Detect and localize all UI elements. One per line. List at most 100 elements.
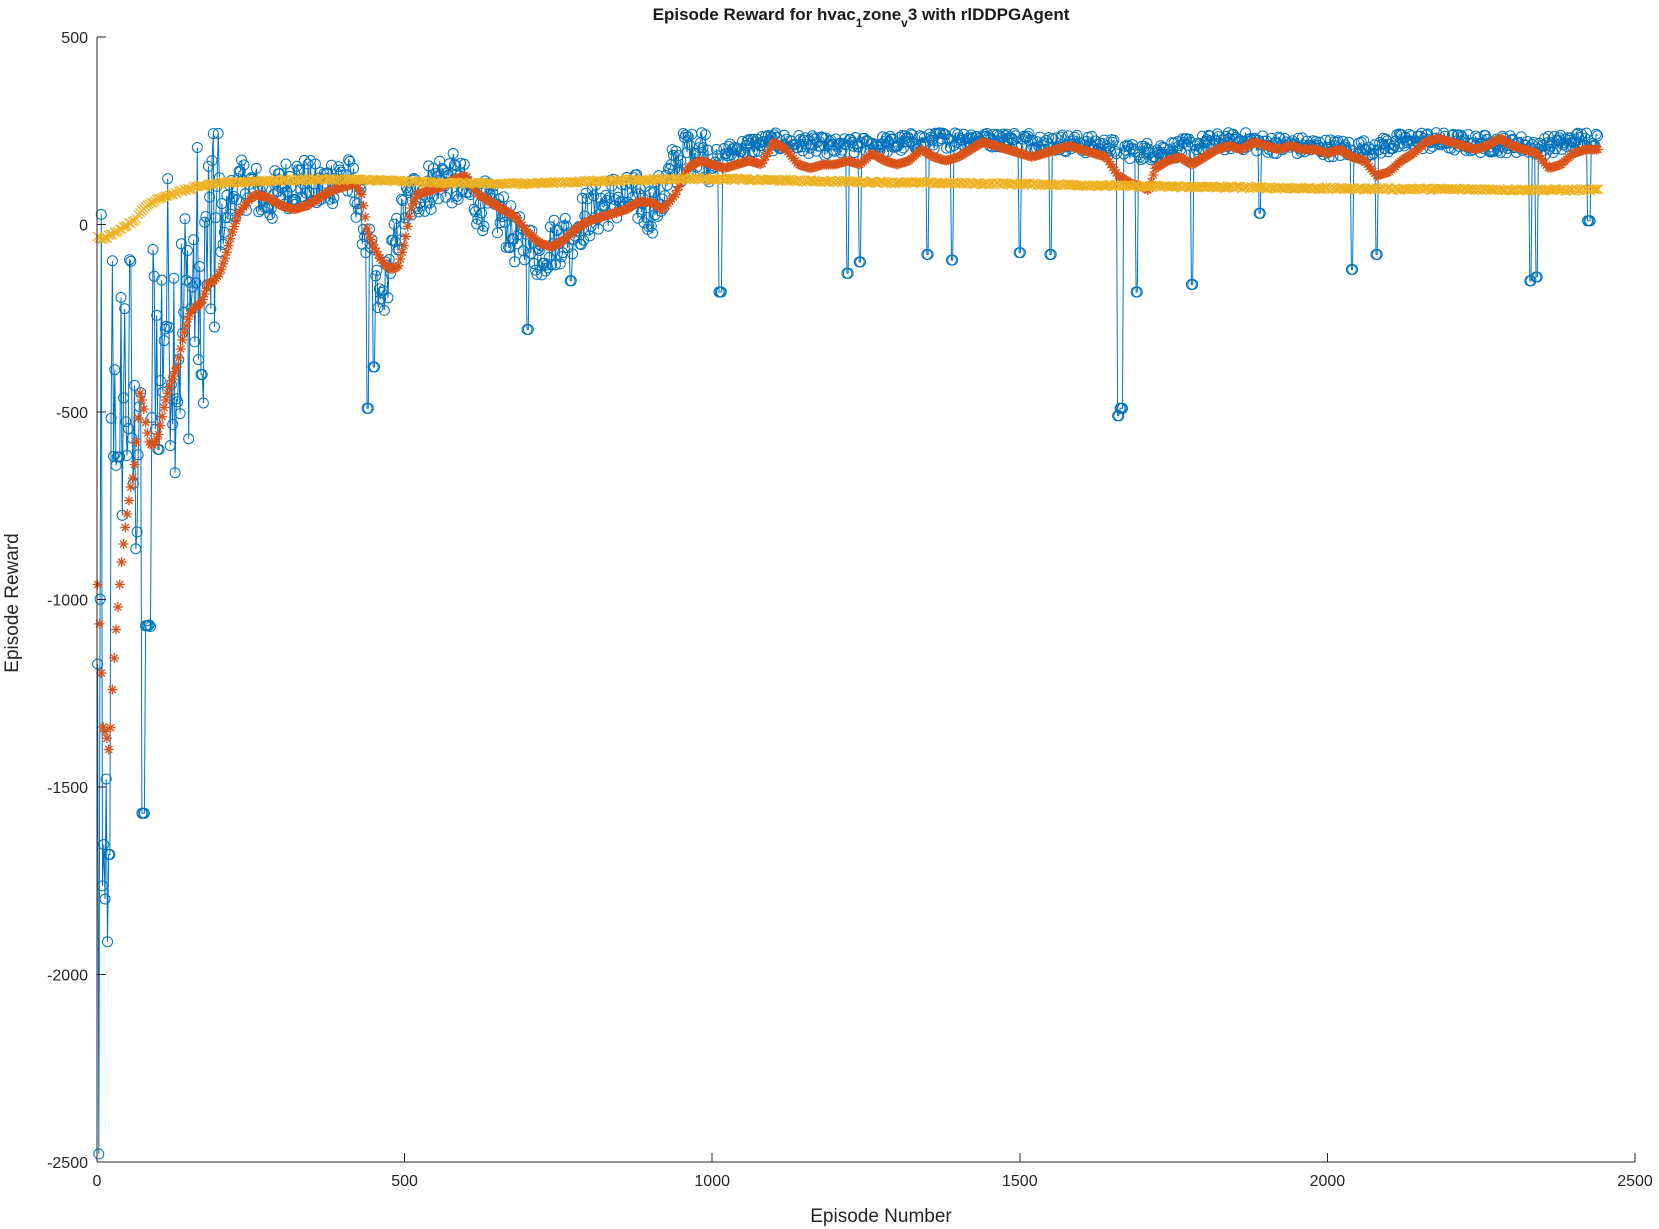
average-reward-point: [131, 437, 142, 447]
episode-reward-point: [675, 155, 687, 167]
episode-reward-point: [839, 133, 850, 145]
average-reward-stroke: [128, 474, 137, 482]
episode-reward-point: [476, 207, 487, 219]
episode-reward-point: [188, 234, 200, 246]
episode-reward-point: [375, 293, 387, 305]
episode-reward-point: [378, 304, 390, 316]
episode-reward-point: [238, 159, 250, 171]
episode-reward-point: [471, 218, 483, 230]
episode-reward-point: [274, 168, 286, 179]
average-reward-point: [116, 557, 127, 567]
average-reward-stroke: [366, 235, 375, 244]
average-reward-stroke: [132, 438, 141, 446]
average-reward-point: [118, 539, 129, 549]
average-reward-point: [358, 200, 369, 211]
episode-reward-point: [680, 129, 692, 141]
episode-reward-point: [858, 132, 870, 144]
chart-title-part: 3 with rlDDPGAgent: [908, 5, 1070, 24]
chart-title-part: v: [901, 16, 908, 30]
episode-reward-point: [1008, 128, 1020, 139]
episode-reward-point: [382, 292, 394, 304]
average-reward-stroke: [126, 483, 135, 491]
episode-reward-point: [540, 265, 551, 277]
average-reward-point: [129, 459, 140, 470]
episode-reward-point: [1056, 129, 1068, 141]
average-reward-point: [122, 509, 133, 519]
episode-reward-point: [542, 262, 554, 274]
episode-reward-point: [565, 275, 577, 287]
average-reward-stroke: [119, 540, 128, 548]
episode-reward-point: [458, 158, 470, 170]
episode-reward-point: [905, 128, 917, 140]
episode-reward-point: [104, 849, 116, 860]
episode-reward-point: [610, 194, 622, 206]
average-reward-point: [223, 240, 234, 251]
episode-reward-point: [391, 212, 403, 224]
episode-reward-point: [602, 220, 614, 232]
episode-reward-point: [236, 154, 248, 166]
episode-reward-point: [1046, 133, 1058, 145]
episode-reward-point: [957, 134, 969, 146]
episode-reward-point: [344, 155, 356, 167]
episode-reward-point: [546, 259, 558, 271]
episode-reward-point: [499, 216, 511, 228]
episode-reward-point: [122, 423, 134, 434]
episode-reward-point: [517, 245, 529, 257]
episode-reward-point: [145, 621, 156, 632]
average-reward-stroke: [106, 723, 115, 732]
average-reward-point: [157, 411, 168, 422]
average-reward-stroke: [117, 558, 126, 566]
episode-reward-point: [1592, 130, 1603, 142]
episode-reward-point: [1023, 128, 1035, 140]
episode-reward-point: [174, 408, 186, 420]
average-reward-stroke: [97, 669, 106, 677]
episode-reward-point: [372, 302, 384, 314]
chart-title-part: zone: [862, 5, 901, 24]
episode-reward-point: [492, 227, 503, 239]
average-reward-point: [397, 247, 408, 258]
chart-title-part: Episode Reward for hvac: [653, 5, 856, 24]
episode-reward-point: [727, 143, 738, 155]
average-reward-point: [112, 602, 123, 612]
episode-reward-point: [106, 255, 118, 267]
average-reward-point: [125, 482, 136, 492]
average-reward-stroke: [134, 414, 143, 422]
episode-reward-point: [129, 379, 140, 391]
average-reward-stroke: [125, 496, 133, 505]
episode-reward-point: [584, 230, 596, 242]
average-reward-stroke: [405, 212, 414, 221]
episode-reward-point: [327, 198, 339, 210]
episode-reward-point: [681, 147, 693, 158]
episode-reward-point: [693, 142, 705, 154]
episode-reward-point: [588, 190, 599, 202]
episode-reward-point: [167, 418, 179, 430]
episode-reward-point: [419, 205, 431, 217]
series-episode_reward: [92, 127, 1603, 1160]
average-reward-stroke: [123, 510, 132, 518]
average-reward-stroke: [368, 240, 377, 248]
episode-reward-point: [99, 893, 111, 905]
average-reward-point: [356, 189, 367, 200]
episode-reward-point: [169, 467, 181, 479]
episode-reward-point: [522, 324, 534, 335]
episode-reward-point: [309, 158, 321, 170]
episode-reward-point: [478, 220, 490, 232]
average-reward-stroke: [178, 336, 187, 344]
episode-reward-point: [118, 392, 129, 404]
episode-reward-point: [95, 208, 107, 220]
episode-reward-point: [143, 619, 155, 631]
episode-reward-point: [1122, 139, 1133, 151]
episode-reward-point: [447, 148, 459, 159]
episode-reward-point: [130, 543, 142, 555]
average-reward-point: [111, 624, 122, 635]
episode-reward-point: [370, 270, 382, 282]
episode-reward-point: [105, 412, 117, 424]
episode-reward-point: [216, 198, 228, 210]
episode-reward-point: [151, 309, 163, 321]
episode-reward-point: [1094, 137, 1106, 149]
episode-reward-point: [164, 440, 176, 452]
average-reward-point: [136, 395, 147, 405]
average-reward-stroke: [104, 745, 113, 754]
episode-reward-point: [204, 191, 216, 203]
episode-reward-line: [97, 131, 1598, 1154]
